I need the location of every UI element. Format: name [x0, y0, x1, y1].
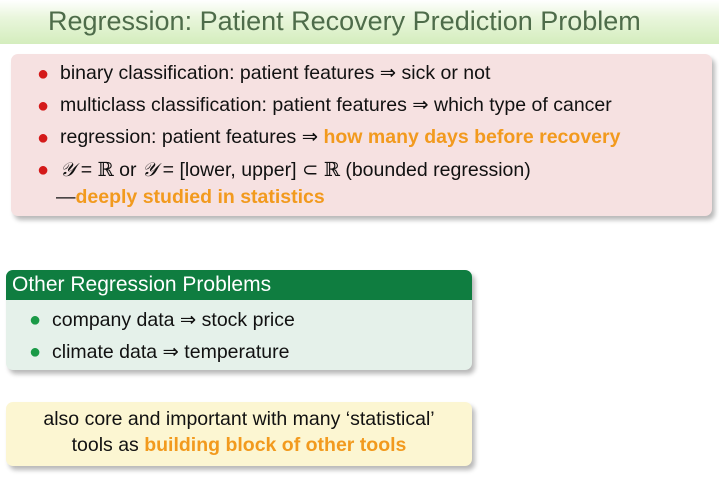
item-text: binary classification: patient features …	[60, 62, 491, 84]
math-reals-symbol: ℝ	[97, 158, 114, 181]
math-y-symbol: 𝒴	[60, 158, 76, 181]
item-text: company data ⇒ stock price	[52, 309, 295, 331]
title-bar: Regression: Patient Recovery Prediction …	[0, 0, 719, 44]
item-text: = [lower, upper] ⊂	[157, 159, 324, 181]
item-continuation: —deeply studied in statistics	[56, 184, 620, 210]
item-text: regression: patient features ⇒	[60, 126, 324, 148]
item-text: (bounded regression)	[339, 159, 531, 181]
highlight-text: deeply studied in statistics	[75, 186, 325, 208]
item-text: or	[113, 159, 142, 181]
note-line: tools as building block of other tools	[6, 434, 472, 457]
list-item: ● multiclass classification: patient fea…	[36, 92, 620, 124]
item-text: climate data ⇒ temperature	[52, 341, 290, 363]
highlight-text: how many days before recovery	[323, 126, 621, 148]
list-item: ● company data ⇒ stock price	[28, 306, 295, 338]
note-line: also core and important with many ‘stati…	[43, 408, 435, 430]
list-item: ● regression: patient features ⇒ how man…	[36, 124, 621, 156]
math-equals: =	[75, 159, 98, 181]
other-regression-block: Other Regression Problems ● company data…	[6, 270, 472, 370]
bullet-icon: ●	[36, 63, 50, 85]
slide-title: Regression: Patient Recovery Prediction …	[48, 6, 641, 36]
list-item: ● 𝒴 = ℝ or 𝒴 = [lower, upper] ⊂ ℝ (bound…	[36, 156, 620, 214]
problem-block: ● binary classification: patient feature…	[11, 54, 712, 216]
list-item: ● climate data ⇒ temperature	[28, 338, 295, 370]
list-item: ● binary classification: patient feature…	[36, 60, 620, 92]
other-regression-list: ● company data ⇒ stock price ● climate d…	[28, 306, 295, 370]
item-text: multiclass classification: patient featu…	[60, 94, 612, 116]
note-text: tools as	[71, 434, 145, 456]
problem-list: ● binary classification: patient feature…	[36, 60, 621, 214]
bullet-icon: ●	[36, 127, 50, 149]
bullet-icon: ●	[36, 95, 50, 117]
highlight-text: building block of other tools	[144, 434, 407, 456]
bullet-icon: ●	[28, 341, 42, 363]
bullet-icon: ●	[28, 309, 42, 331]
math-reals-symbol: ℝ	[323, 158, 340, 181]
bullet-icon: ●	[36, 159, 50, 181]
note-block: also core and important with many ‘stati…	[6, 402, 472, 466]
block-header: Other Regression Problems	[6, 270, 472, 300]
em-dash: —	[56, 186, 76, 208]
math-y-symbol: 𝒴	[141, 158, 158, 181]
